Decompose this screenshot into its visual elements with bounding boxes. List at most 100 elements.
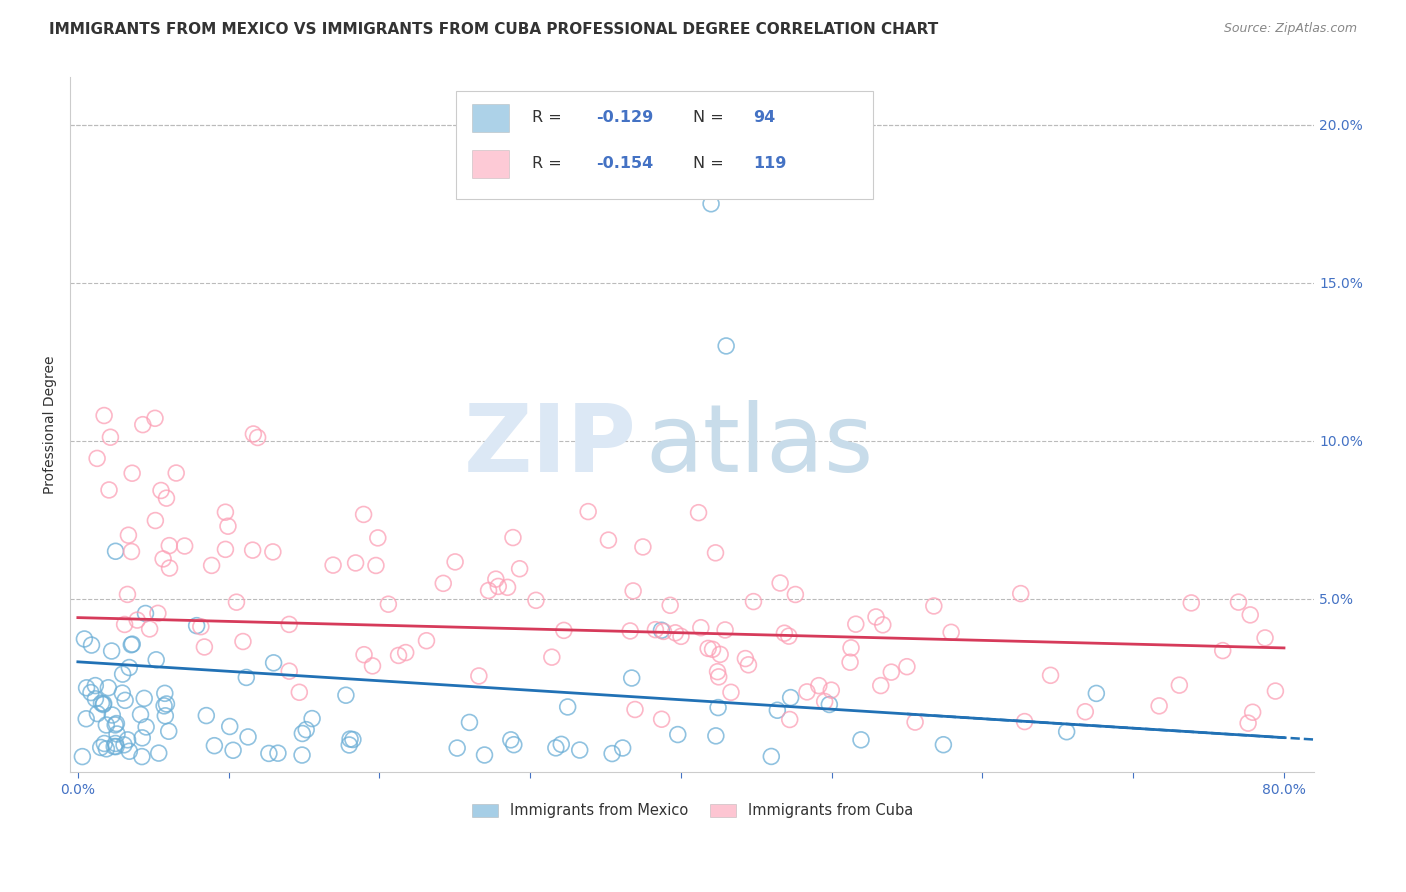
Point [80, 685, 103, 699]
Point [415, 633, 437, 648]
Point [165, 466, 187, 480]
Point [111, 667, 134, 681]
Point [246, 430, 269, 444]
Point [111, 686, 134, 700]
Point [553, 624, 575, 638]
Point [105, 716, 128, 731]
Point [486, 579, 509, 593]
Point [150, 483, 173, 498]
Point [666, 727, 689, 741]
Point [796, 685, 818, 699]
Point [75, 712, 97, 726]
FancyBboxPatch shape [472, 150, 509, 178]
Text: ZIP: ZIP [464, 400, 637, 491]
Point [612, 741, 634, 756]
Point [73, 632, 96, 646]
Point [173, 539, 195, 553]
Point [904, 715, 927, 730]
Point [235, 670, 257, 684]
Point [1056, 724, 1078, 739]
Point [129, 707, 152, 722]
Point [146, 607, 169, 621]
Point [773, 626, 796, 640]
Point [145, 653, 167, 667]
Point [598, 533, 620, 547]
Point [1264, 684, 1286, 698]
Text: R =: R = [531, 156, 567, 171]
Point [100, 430, 122, 444]
Point [157, 539, 180, 553]
Point [364, 558, 387, 573]
Point [600, 747, 623, 761]
Point [153, 698, 176, 713]
Point [225, 595, 247, 609]
Point [1039, 668, 1062, 682]
Text: N =: N = [693, 156, 730, 171]
Text: Source: ZipAtlas.com: Source: ZipAtlas.com [1223, 22, 1357, 36]
Point [779, 690, 801, 705]
Point [121, 467, 143, 481]
Point [90, 696, 112, 710]
Point [218, 719, 240, 733]
Point [737, 657, 759, 672]
Point [104, 736, 127, 750]
Point [496, 580, 519, 594]
Point [242, 543, 264, 558]
FancyBboxPatch shape [472, 104, 509, 132]
Point [86, 706, 108, 721]
Point [217, 519, 239, 533]
Point [103, 739, 125, 754]
Text: atlas: atlas [645, 400, 873, 491]
Point [896, 659, 918, 673]
Point [121, 544, 143, 558]
Point [779, 713, 801, 727]
Point [845, 617, 868, 632]
Y-axis label: Professional Degree: Professional Degree [44, 356, 58, 494]
Point [872, 617, 894, 632]
Point [865, 610, 887, 624]
Point [105, 739, 128, 754]
Point [621, 583, 644, 598]
Point [342, 732, 364, 747]
Point [540, 650, 562, 665]
Point [458, 715, 481, 730]
Point [697, 641, 720, 656]
Point [121, 637, 143, 651]
Point [785, 587, 807, 601]
Point [72, 749, 94, 764]
Point [76, 681, 98, 695]
Point [104, 544, 127, 558]
Point [849, 732, 872, 747]
Point [839, 655, 862, 669]
Point [568, 743, 591, 757]
Point [939, 625, 962, 640]
Point [148, 746, 170, 760]
Point [101, 708, 124, 723]
Point [631, 540, 654, 554]
Point [387, 648, 409, 663]
Point [155, 708, 177, 723]
Point [98, 483, 121, 497]
Point [322, 558, 344, 573]
Point [702, 642, 724, 657]
Point [353, 508, 375, 522]
Point [1010, 586, 1032, 600]
Point [114, 617, 136, 632]
Point [96, 741, 118, 756]
Point [93, 737, 115, 751]
Point [131, 731, 153, 745]
Point [485, 572, 508, 586]
Point [652, 624, 675, 639]
Point [446, 741, 468, 756]
Point [86, 451, 108, 466]
Point [353, 648, 375, 662]
Point [869, 679, 891, 693]
Point [214, 542, 236, 557]
Point [190, 620, 212, 634]
Point [242, 427, 264, 442]
Point [301, 712, 323, 726]
Point [202, 739, 225, 753]
Point [576, 505, 599, 519]
Point [339, 732, 361, 747]
Point [651, 712, 673, 726]
